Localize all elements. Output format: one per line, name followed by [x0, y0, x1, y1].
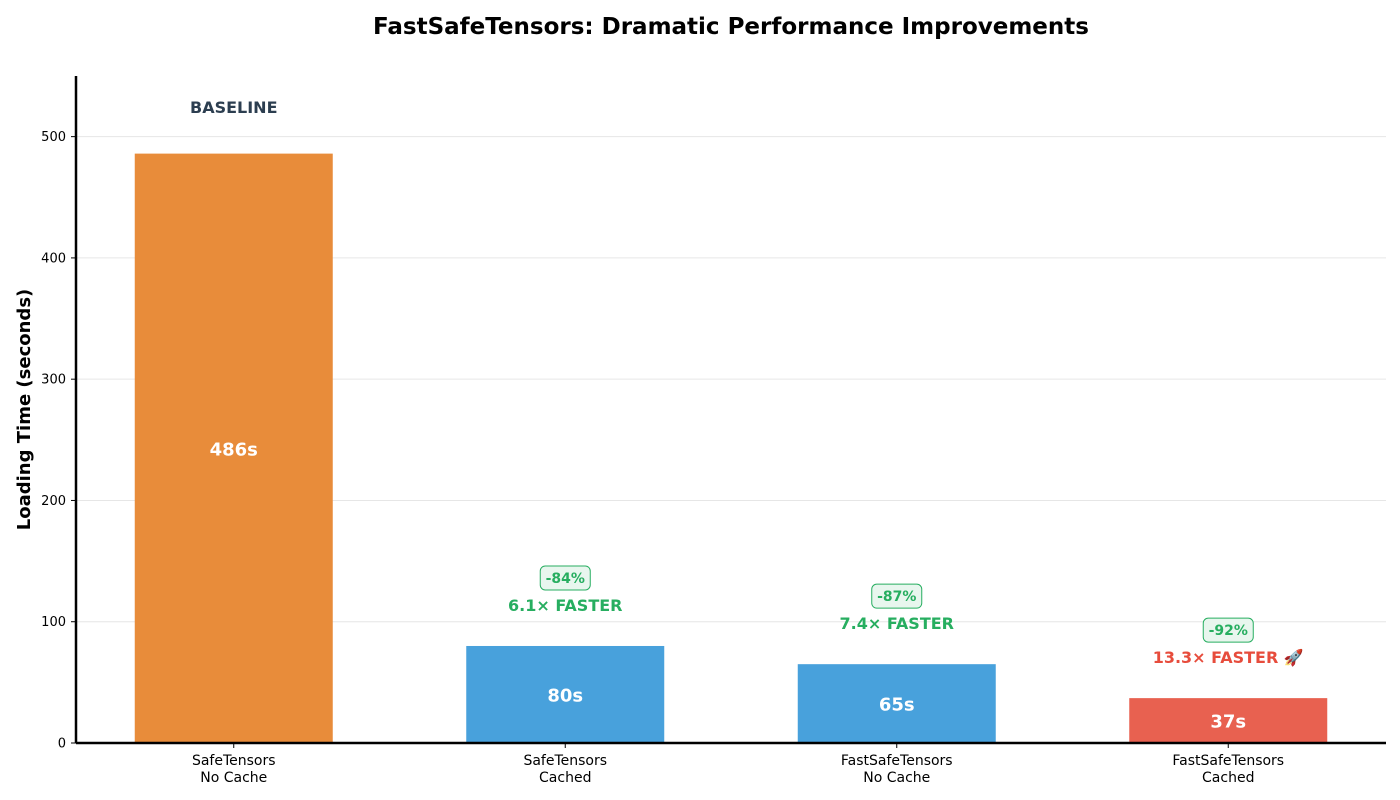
y-ticks: 0 100 200 300 400 500: [41, 130, 76, 752]
y-tick-label: 300: [41, 373, 66, 388]
bar-value-label: 80s: [547, 685, 583, 706]
percent-badge: [871, 583, 923, 609]
y-tick-label: 100: [41, 615, 66, 630]
percent-badge: [539, 565, 591, 591]
y-tick-label: 0: [58, 737, 66, 752]
bar: [1129, 698, 1328, 743]
bars: [134, 153, 1328, 743]
x-ticks: SafeTensors No Cache SafeTensors Cached Fast…: [192, 743, 1284, 786]
percent-badge: [1202, 617, 1254, 643]
value-labels: 486s 80s 65s 37s: [210, 439, 1247, 732]
x-tick-label: FastSafeTensors No Cache: [841, 753, 953, 786]
x-tick-label: SafeTensors Cached: [523, 753, 607, 786]
axes: [74, 76, 1386, 745]
speedup-label: 6.1× FASTER: [508, 596, 622, 615]
bar: [466, 645, 665, 743]
y-tick-label: 400: [41, 251, 66, 266]
bar-value-label: 486s: [210, 439, 258, 460]
y-tick-label: 500: [41, 130, 66, 145]
baseline-annotation: BASELINE: [190, 98, 278, 117]
chart-title: FastSafeTensors: Dramatic Performance Im…: [373, 14, 1089, 40]
speedup-label: 7.4× FASTER: [840, 614, 954, 633]
x-tick-label: SafeTensors No Cache: [192, 753, 276, 786]
bar: [134, 153, 333, 743]
bar-value-label: 37s: [1210, 712, 1246, 733]
bar-value-label: 65s: [879, 695, 915, 716]
percent-reduction-label: -92%: [1209, 623, 1248, 639]
y-tick-label: 200: [41, 494, 66, 509]
x-tick-label: FastSafeTensors Cached: [1172, 753, 1284, 786]
annotations: BASELINE -84% 6.1× FASTER -87% 7.4× FASTER -9…: [190, 98, 1304, 667]
y-axis-label: Loading Time (seconds): [14, 289, 35, 531]
percent-reduction-label: -84%: [546, 571, 585, 587]
percent-reduction-label: -87%: [877, 589, 916, 605]
bar: [797, 664, 996, 743]
speedup-label: 13.3× FASTER 🚀: [1153, 648, 1304, 667]
